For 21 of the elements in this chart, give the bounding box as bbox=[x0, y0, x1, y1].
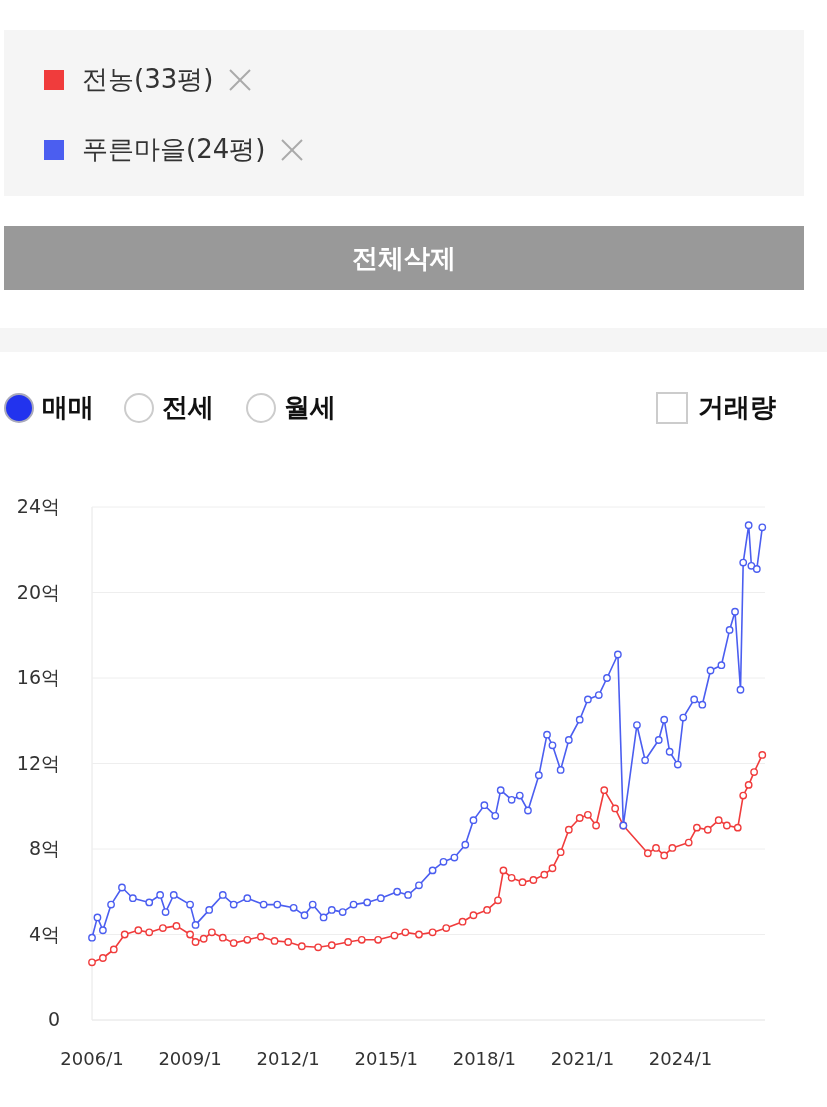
x-tick-label: 2012/1 bbox=[256, 1048, 320, 1069]
x-tick-label: 2006/1 bbox=[60, 1048, 124, 1069]
x-tick-label: 2009/1 bbox=[158, 1048, 222, 1069]
x-tick-label: 2024/1 bbox=[648, 1048, 713, 1069]
y-tick-label: 4억 bbox=[28, 922, 60, 945]
y-tick-label: 24억 bbox=[16, 495, 60, 517]
x-tick-label: 2021/1 bbox=[550, 1048, 615, 1069]
y-tick-label: 20억 bbox=[16, 580, 60, 603]
y-tick-label: 8억 bbox=[28, 837, 60, 859]
x-tick-label: 2015/1 bbox=[354, 1048, 418, 1069]
y-tick-label: 12억 bbox=[16, 751, 60, 774]
text: 매매 bbox=[42, 391, 94, 424]
y-tick-label: 0 bbox=[47, 1008, 60, 1030]
text: 전체삭제 bbox=[4, 226, 804, 290]
y-tick-label: 16억 bbox=[16, 666, 60, 688]
x-tick-label: 2018/1 bbox=[452, 1048, 517, 1069]
text: 거래량 bbox=[698, 391, 776, 424]
legend-label: 전농(33평) bbox=[82, 63, 214, 96]
text: 전세 bbox=[162, 391, 214, 424]
text: 월세 bbox=[284, 391, 336, 424]
legend-label: 푸른마을(24평) bbox=[82, 133, 266, 166]
